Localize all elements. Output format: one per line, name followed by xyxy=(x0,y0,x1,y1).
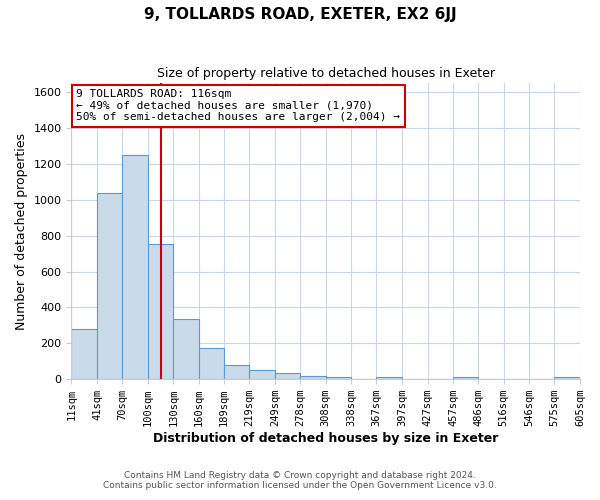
Text: 9, TOLLARDS ROAD, EXETER, EX2 6JJ: 9, TOLLARDS ROAD, EXETER, EX2 6JJ xyxy=(143,8,457,22)
Text: Contains HM Land Registry data © Crown copyright and database right 2024.
Contai: Contains HM Land Registry data © Crown c… xyxy=(103,470,497,490)
X-axis label: Distribution of detached houses by size in Exeter: Distribution of detached houses by size … xyxy=(153,432,499,445)
Bar xyxy=(250,370,275,379)
Bar xyxy=(275,373,300,379)
Bar xyxy=(122,155,148,379)
Bar xyxy=(148,244,173,379)
Bar xyxy=(97,194,122,379)
Bar xyxy=(224,365,250,379)
Bar xyxy=(71,329,97,379)
Bar xyxy=(300,376,326,379)
Bar xyxy=(453,378,478,379)
Text: 9 TOLLARDS ROAD: 116sqm
← 49% of detached houses are smaller (1,970)
50% of semi: 9 TOLLARDS ROAD: 116sqm ← 49% of detache… xyxy=(76,89,400,122)
Bar xyxy=(376,376,402,379)
Title: Size of property relative to detached houses in Exeter: Size of property relative to detached ho… xyxy=(157,68,495,80)
Bar xyxy=(199,348,224,379)
Bar xyxy=(554,378,580,379)
Y-axis label: Number of detached properties: Number of detached properties xyxy=(15,132,28,330)
Bar xyxy=(173,319,199,379)
Bar xyxy=(326,376,352,379)
